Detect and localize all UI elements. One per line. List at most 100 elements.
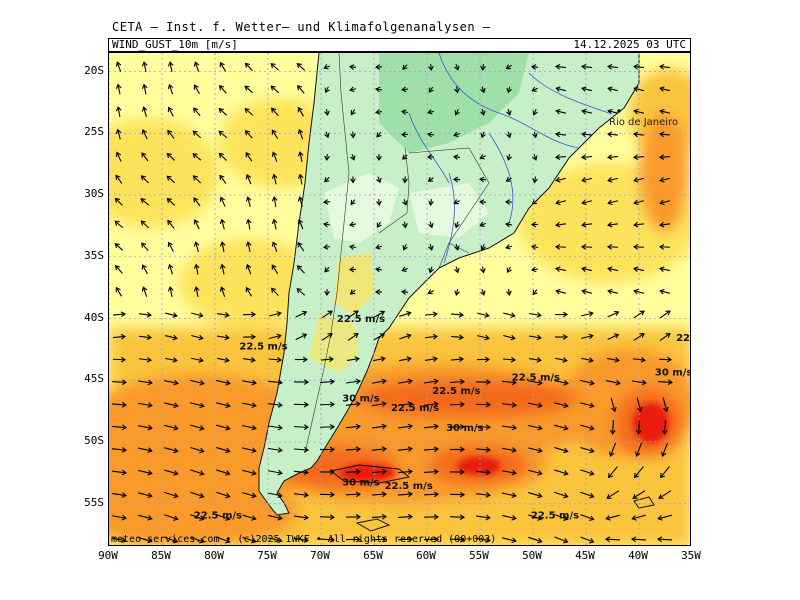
wind-arrow [427,109,435,115]
wind-arrow [371,491,387,498]
rivers [408,53,610,264]
wind-arrow [167,263,174,275]
wind-arrow [141,152,149,162]
country-borders [304,53,490,454]
wind-arrow [477,312,490,318]
wind-arrow [554,491,569,499]
wind-arrow [453,154,461,160]
wind-arrow [428,198,434,206]
wind-arrow [167,61,174,73]
wind-arrow [216,469,231,476]
wind-arrow [242,469,257,476]
wind-arrow [453,131,461,138]
wind-arrow [452,176,461,183]
wind-arrow [167,83,174,95]
wind-arrow [324,86,330,94]
wind-arrow [242,334,257,340]
wind-arrow [216,447,231,454]
wind-arrow [216,402,231,409]
wind-arrow [607,357,620,363]
wind-arrow [607,63,619,70]
wind-gust-map[interactable]: 22.5 m/s 22.5 m/s 22.5 m/s 22.5 m/s 22.5 m/s… [109,53,691,546]
contour-label-7: 22.5 m/s [194,511,242,522]
wind-arrow [607,288,618,295]
wind-arrow [138,514,153,521]
lon-tick-90W: 90W [98,549,118,562]
wind-arrow [268,447,283,453]
wind-arrow [164,536,179,544]
wind-arrow [349,244,357,250]
wind-arrow [320,356,334,363]
wind-arrow [633,86,644,92]
wind-arrow [506,108,512,116]
wind-arrow [293,514,309,521]
wind-arrow [609,419,616,436]
wind-arrow [454,288,460,296]
wind-arrow [270,287,279,297]
wind-arrow [114,243,124,251]
wind-arrow [531,266,539,273]
contour-labels: 22.5 m/s 22.5 m/s 22.5 m/s 22.5 m/s 22.5 m/s… [194,314,690,522]
wind-arrow [503,334,516,341]
wind-arrow [454,63,460,71]
wind-arrow [114,264,123,274]
wind-arrow [115,286,123,297]
wind-arrow [449,378,466,385]
wind-arrow [371,423,387,430]
wind-arrow [475,379,492,385]
wind-arrow [349,86,357,93]
wind-arrow [399,333,412,340]
wind-arrow [633,288,644,295]
wind-arrow [376,131,382,138]
wind-arrow [580,379,595,386]
map-frame[interactable]: 22.5 m/s 22.5 m/s 22.5 m/s 22.5 m/s 22.5 m/s… [108,52,691,546]
wind-arrow [398,378,413,385]
wind-arrow [141,129,148,140]
wind-arrow [401,86,409,93]
wind-arrow [193,286,200,298]
lon-tick-35W: 35W [681,549,701,562]
wind-arrow [245,286,253,297]
wind-arrow [505,64,512,70]
wind-arrow [218,152,227,161]
wind-arrow [191,334,204,341]
wind-arrow [371,536,388,543]
wind-arrow [375,86,383,93]
wind-arrow [115,174,123,184]
wind-arrow [502,537,517,544]
wind-arrow [659,466,670,479]
wind-arrow [480,266,486,274]
wind-arrow [296,62,306,71]
wind-arrow [138,537,153,544]
wind-arrow [141,61,148,73]
wind-arrow [581,86,592,92]
wind-arrow [532,153,538,161]
wind-arrows [111,61,674,544]
wind-arrow [423,491,440,498]
wind-arrow [295,333,308,341]
wind-arrow [193,107,201,117]
wind-arrow [271,129,279,140]
lon-tick-40W: 40W [628,549,648,562]
gust-maxima [339,403,669,482]
wind-arrow [375,109,383,115]
wind-arrow [164,379,179,386]
wind-arrow [245,196,252,207]
wind-arrow [140,175,149,184]
wind-arrow [376,221,382,228]
wind-arrow [423,514,440,520]
wind-arrow [633,333,645,341]
wind-arrow [659,332,671,341]
wind-arrow [324,266,330,273]
wind-arrow [449,469,466,475]
wind-arrow [610,397,617,413]
wind-arrow [606,379,621,386]
wind-arrow [319,536,336,543]
wind-arrow [502,469,517,476]
wind-arrow [164,469,179,476]
wind-arrow [501,402,517,408]
wind-arrow [581,108,592,115]
wind-arrow [423,401,439,407]
wind-arrow [477,334,490,341]
wind-arrow [268,514,283,521]
